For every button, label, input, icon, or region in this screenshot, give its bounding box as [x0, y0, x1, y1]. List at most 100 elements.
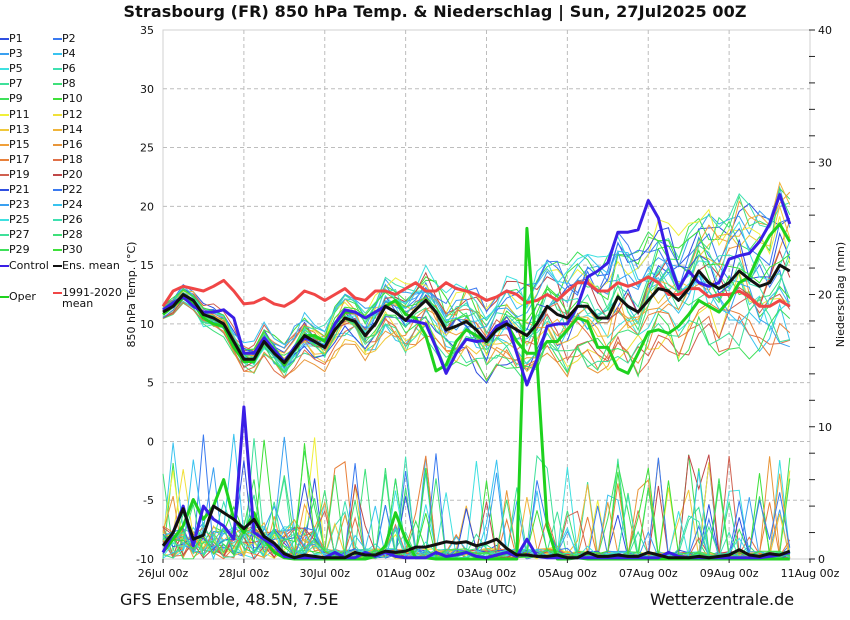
x-axis-label: Date (UTC) [456, 583, 516, 596]
x-tick-label: 05Aug 00z [538, 567, 597, 580]
legend-label: P24 [62, 198, 83, 212]
legend-label: P1 [9, 32, 23, 45]
legend-item: P27 [0, 228, 30, 242]
legend-item: P23 [0, 198, 30, 212]
legend-swatch [0, 128, 9, 131]
axes: 35 30 25 20 15 10 5 0 -5 -10 40 30 20 10 0 26Jul 00z 28J… [125, 24, 847, 596]
legend-item: P18 [53, 153, 83, 167]
legend-label: P3 [9, 47, 23, 61]
legend-label: P14 [62, 122, 83, 136]
legend-swatch [53, 204, 62, 207]
legend-swatch [0, 249, 9, 252]
y-tick-label: 25 [140, 142, 154, 155]
legend-item: P15 [0, 138, 30, 152]
member-temp-line [162, 236, 791, 356]
legend-label: P5 [9, 62, 23, 76]
legend-item: P6 [53, 62, 76, 76]
legend-swatch [53, 234, 62, 237]
legend-swatch [53, 38, 62, 40]
legend-swatch [0, 38, 9, 40]
legend-swatch [0, 158, 9, 161]
legend-swatch [53, 83, 62, 86]
y2-tick-label: 20 [818, 289, 832, 302]
legend-swatch [53, 264, 62, 267]
legend-swatch [0, 264, 9, 267]
legend-swatch [0, 204, 9, 207]
legend-item: Ens. mean [53, 259, 120, 273]
member-temp-line [162, 301, 790, 379]
control-temp-line [162, 193, 792, 387]
legend-label: Ens. mean [62, 258, 120, 272]
legend-item: P12 [53, 108, 83, 122]
legend-swatch [53, 68, 62, 71]
legend-swatch [0, 53, 9, 56]
legend-swatch [53, 158, 62, 161]
legend-swatch [53, 143, 62, 146]
legend-label: P16 [62, 137, 83, 151]
legend-swatch [53, 113, 62, 116]
legend-label: P19 [9, 167, 30, 181]
y-axis-label: 850 hPa Temp. (°C) [125, 242, 138, 348]
x-tick-label: 28Jul 00z [219, 567, 270, 580]
y2-axis-label: Niederschlag (mm) [834, 242, 847, 347]
legend-label: P2 [62, 32, 76, 45]
y-tick-label: 5 [147, 377, 154, 390]
legend-label: P22 [62, 183, 83, 196]
y2-tick-label: 10 [818, 421, 832, 434]
legend-swatch [0, 68, 9, 71]
y2-tick-label: 0 [818, 553, 825, 566]
y-tick-label: -10 [136, 553, 154, 566]
legend-swatch [0, 296, 9, 299]
legend-item: Control [0, 259, 49, 273]
legend-label: P6 [62, 62, 76, 76]
legend-item: P19 [0, 168, 30, 182]
legend-swatch [53, 292, 62, 295]
member-temp-line [162, 287, 791, 382]
legend-swatch [0, 113, 9, 116]
legend-item: P7 [0, 77, 23, 91]
x-tick-label: 09Aug 00z [700, 567, 759, 580]
legend-item: P26 [53, 213, 83, 227]
y-tick-label: 20 [140, 200, 154, 213]
legend-label: 1991-2020 mean [62, 286, 122, 311]
legend-item: P29 [0, 243, 30, 257]
member-temp-line [162, 250, 791, 362]
legend-item: P22 [53, 183, 83, 197]
legend-item: 1991-2020 mean [53, 287, 122, 309]
legend-item: P16 [53, 138, 83, 152]
legend-label: P27 [9, 228, 30, 242]
legend-item: P3 [0, 47, 23, 61]
legend-item: P21 [0, 183, 30, 197]
legend-item: P9 [0, 92, 23, 106]
legend-label: P15 [9, 137, 30, 151]
legend-label: P18 [62, 152, 83, 166]
legend-item: P11 [0, 108, 30, 122]
legend-item: P10 [53, 92, 83, 106]
plot-area [162, 29, 811, 560]
legend-swatch [53, 98, 62, 101]
legend-item: P25 [0, 213, 30, 227]
x-tick-label: 03Aug 00z [457, 567, 516, 580]
legend-label: P30 [62, 243, 83, 257]
legend-swatch [53, 249, 62, 252]
legend-item: P5 [0, 62, 23, 76]
legend-label: P13 [9, 122, 30, 136]
legend-swatch [53, 173, 62, 176]
legend-swatch [0, 173, 9, 176]
legend-label: P11 [9, 107, 30, 121]
legend-item: P24 [53, 198, 83, 212]
member-temp-line [162, 218, 790, 369]
y-tick-label: 0 [147, 435, 154, 448]
legend-item: P14 [53, 123, 83, 137]
member-temp-line [162, 202, 791, 384]
legend-item: P13 [0, 123, 30, 137]
y-tick-label: -5 [143, 494, 154, 507]
legend-label: P7 [9, 77, 23, 91]
legend-item: P2 [53, 32, 76, 46]
legend-label: P21 [9, 183, 30, 196]
y-tick-label: 10 [140, 318, 154, 331]
grid [162, 29, 811, 560]
legend-item: P30 [53, 243, 83, 257]
legend-swatch [0, 98, 9, 101]
legend-item: P17 [0, 153, 30, 167]
